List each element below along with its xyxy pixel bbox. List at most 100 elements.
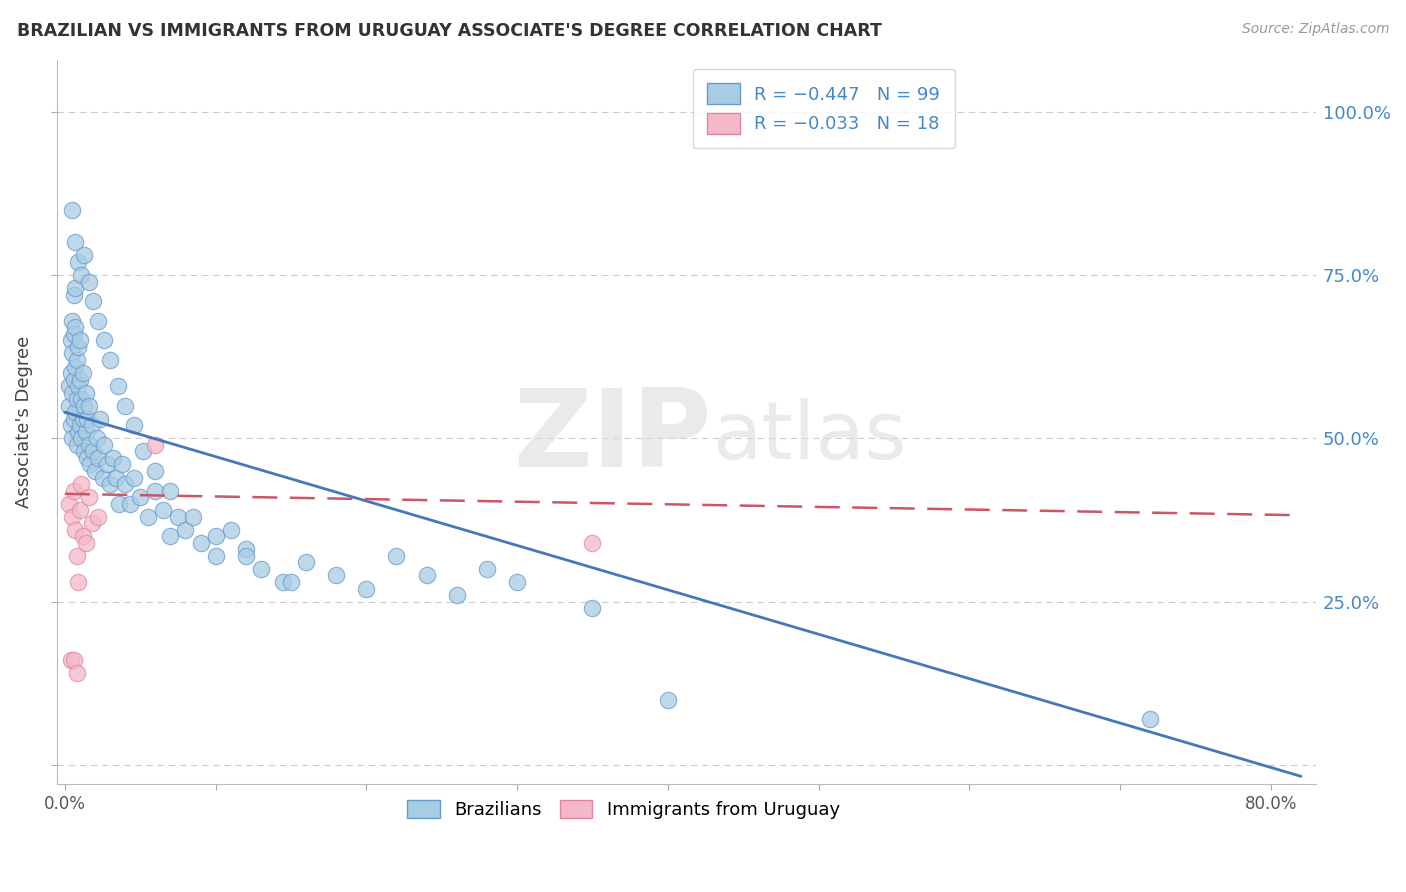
Text: Source: ZipAtlas.com: Source: ZipAtlas.com — [1241, 22, 1389, 37]
Point — [190, 536, 212, 550]
Text: ZIP: ZIP — [513, 384, 711, 490]
Point — [581, 601, 603, 615]
Point — [67, 340, 90, 354]
Point — [79, 458, 101, 472]
Point — [69, 373, 91, 387]
Point — [98, 353, 121, 368]
Point — [60, 509, 83, 524]
Point — [250, 562, 273, 576]
Point — [65, 281, 87, 295]
Point — [143, 483, 166, 498]
Point — [114, 477, 136, 491]
Point — [108, 497, 131, 511]
Point — [132, 444, 155, 458]
Point — [1139, 712, 1161, 726]
Point — [159, 529, 181, 543]
Point — [446, 588, 468, 602]
Point — [60, 346, 83, 360]
Point — [77, 438, 100, 452]
Point — [63, 287, 86, 301]
Point — [73, 248, 96, 262]
Point — [122, 470, 145, 484]
Point — [58, 399, 80, 413]
Point — [93, 438, 115, 452]
Point — [167, 509, 190, 524]
Point — [80, 516, 103, 531]
Point — [204, 529, 226, 543]
Point — [65, 235, 87, 250]
Point — [280, 574, 302, 589]
Point — [159, 483, 181, 498]
Point — [91, 470, 114, 484]
Point — [101, 450, 124, 465]
Point — [235, 549, 257, 563]
Point — [69, 418, 91, 433]
Point — [58, 379, 80, 393]
Point — [325, 568, 347, 582]
Point — [143, 464, 166, 478]
Point — [122, 418, 145, 433]
Point — [67, 379, 90, 393]
Point — [118, 497, 141, 511]
Point — [89, 411, 111, 425]
Point — [66, 666, 89, 681]
Point — [60, 385, 83, 400]
Point — [63, 326, 86, 341]
Point — [70, 392, 93, 406]
Point — [80, 418, 103, 433]
Point — [65, 359, 87, 374]
Point — [114, 399, 136, 413]
Point — [58, 497, 80, 511]
Point — [60, 431, 83, 445]
Point — [60, 314, 83, 328]
Point — [111, 458, 134, 472]
Point — [152, 503, 174, 517]
Text: BRAZILIAN VS IMMIGRANTS FROM URUGUAY ASSOCIATE'S DEGREE CORRELATION CHART: BRAZILIAN VS IMMIGRANTS FROM URUGUAY ASS… — [17, 22, 882, 40]
Point — [105, 470, 128, 484]
Point — [98, 477, 121, 491]
Point — [181, 509, 204, 524]
Point — [87, 450, 110, 465]
Point — [87, 509, 110, 524]
Point — [59, 653, 82, 667]
Point — [63, 483, 86, 498]
Point — [475, 562, 498, 576]
Point — [506, 574, 529, 589]
Point — [73, 399, 96, 413]
Point — [76, 450, 98, 465]
Point — [72, 529, 94, 543]
Point — [129, 490, 152, 504]
Point — [581, 536, 603, 550]
Point — [75, 385, 97, 400]
Point — [63, 373, 86, 387]
Point — [107, 379, 129, 393]
Point — [76, 411, 98, 425]
Point — [385, 549, 408, 563]
Point — [60, 202, 83, 217]
Point — [59, 366, 82, 380]
Point — [86, 431, 108, 445]
Point — [67, 574, 90, 589]
Point — [67, 425, 90, 439]
Point — [82, 294, 104, 309]
Point — [70, 431, 93, 445]
Point — [77, 399, 100, 413]
Point — [73, 444, 96, 458]
Point — [75, 536, 97, 550]
Point — [77, 275, 100, 289]
Point — [84, 464, 107, 478]
Point — [77, 490, 100, 504]
Legend: Brazilians, Immigrants from Uruguay: Brazilians, Immigrants from Uruguay — [401, 792, 848, 826]
Point — [87, 314, 110, 328]
Point — [72, 411, 94, 425]
Point — [72, 366, 94, 380]
Point — [59, 418, 82, 433]
Point — [235, 542, 257, 557]
Point — [66, 392, 89, 406]
Point — [82, 444, 104, 458]
Point — [63, 653, 86, 667]
Point — [65, 523, 87, 537]
Point — [356, 582, 378, 596]
Point — [75, 425, 97, 439]
Point — [65, 405, 87, 419]
